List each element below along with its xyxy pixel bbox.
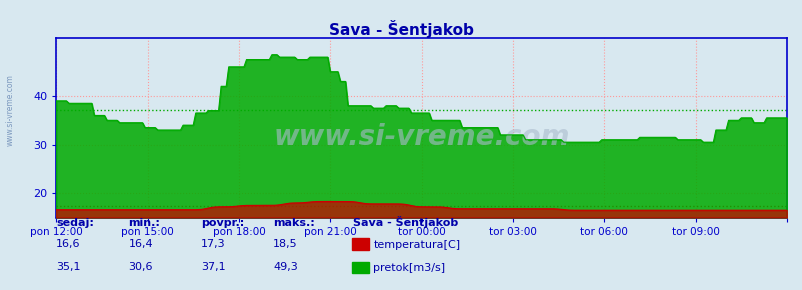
Text: 30,6: 30,6 bbox=[128, 262, 153, 272]
Text: 16,6: 16,6 bbox=[56, 238, 81, 249]
Text: 17,3: 17,3 bbox=[200, 238, 225, 249]
Text: 37,1: 37,1 bbox=[200, 262, 225, 272]
Text: 35,1: 35,1 bbox=[56, 262, 81, 272]
Text: Sava - Šentjakob: Sava - Šentjakob bbox=[329, 20, 473, 38]
Text: www.si-vreme.com: www.si-vreme.com bbox=[6, 74, 15, 146]
Text: pretok[m3/s]: pretok[m3/s] bbox=[373, 263, 445, 273]
Text: 49,3: 49,3 bbox=[273, 262, 298, 272]
Text: www.si-vreme.com: www.si-vreme.com bbox=[273, 123, 569, 151]
Text: povpr.:: povpr.: bbox=[200, 218, 244, 228]
Text: Sava - Šentjakob: Sava - Šentjakob bbox=[353, 216, 458, 228]
Text: min.:: min.: bbox=[128, 218, 160, 228]
Text: temperatura[C]: temperatura[C] bbox=[373, 240, 460, 250]
Text: 18,5: 18,5 bbox=[273, 238, 298, 249]
Text: sedaj:: sedaj: bbox=[56, 218, 94, 228]
Text: 16,4: 16,4 bbox=[128, 238, 153, 249]
Text: maks.:: maks.: bbox=[273, 218, 314, 228]
